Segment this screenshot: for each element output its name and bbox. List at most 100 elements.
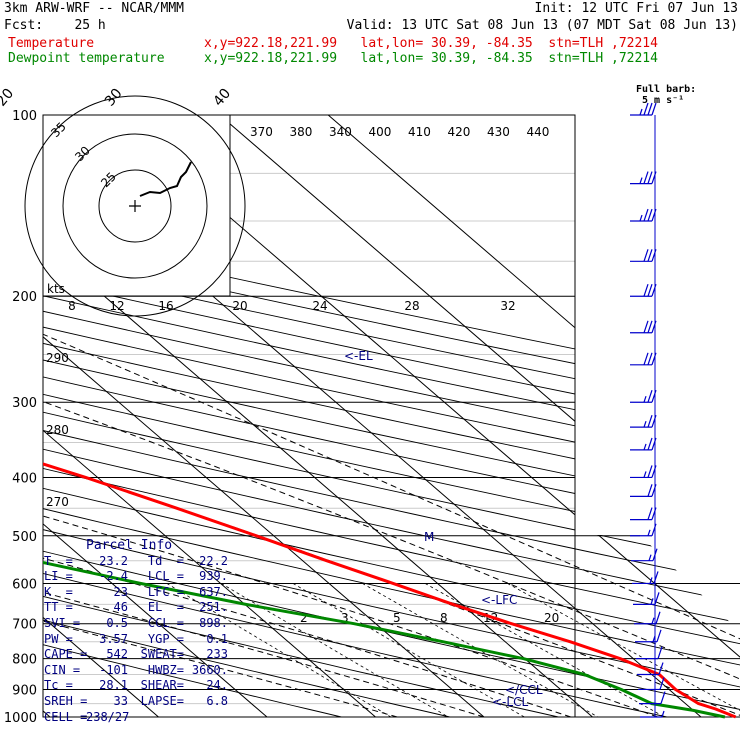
parcel-info-cell: CCL =: [147, 615, 184, 630]
wind-barb-icon: [630, 284, 657, 297]
parcel-info-cell: 898.: [199, 615, 228, 630]
parcel-info-cell: 46: [113, 600, 128, 615]
dry-adiabat-line: [43, 114, 740, 718]
el-annotation: <-EL: [344, 349, 373, 363]
dewpoint-legend-info: x,y=922.18,221.99 lat,lon= 30.39, -84.35…: [204, 51, 658, 66]
pressure-tick-label: 600: [12, 577, 37, 592]
lfc-annotation: <-LFC: [481, 593, 517, 607]
dry-adiabat-line: [43, 114, 740, 718]
pressure-tick-label: 400: [12, 471, 37, 486]
parcel-info-row: SVI = 0.5 CCL = 898.: [44, 616, 234, 632]
dry-adiabat-line: [43, 114, 450, 718]
parcel-info-panel: Parcel Info T = 23.2 Td = 22.2 LI = -2.4 LCL =…: [44, 538, 234, 725]
hodograph-speed-label: 32: [500, 299, 515, 313]
wind-barb-icon: [636, 646, 663, 660]
parcel-info-cell: 0.1: [206, 631, 228, 646]
wind-barb-icon: [640, 710, 665, 718]
theta-label: 370: [250, 125, 273, 139]
mixing-ratio-line: [292, 583, 525, 718]
hodograph-speed-label: 28: [404, 299, 419, 313]
hodograph-trace: [139, 161, 192, 197]
parcel-info-cell: Tc =: [44, 678, 73, 693]
dry-adiabat-line: [43, 114, 740, 718]
parcel-info-cell: SHEAR=: [140, 678, 184, 693]
theta-label: 340: [329, 125, 352, 139]
parcel-info-cell: SVI =: [44, 615, 81, 630]
parcel-info-cell: SWEAT=: [140, 647, 184, 662]
hodograph-speed-label: 16: [158, 299, 173, 313]
parcel-info-cell: CIN =: [44, 662, 81, 677]
mixing-ratio-label: 5: [393, 611, 401, 625]
isotherm-line: [327, 114, 740, 718]
parcel-info-cell: 22.2: [199, 553, 228, 568]
parcel-info-cell: 3660.: [191, 662, 228, 677]
hodograph-speed-label: 20: [232, 299, 247, 313]
temperature-legend-label: Temperature: [8, 36, 95, 51]
forecast-hour: Fcst: 25 h: [4, 18, 106, 33]
parcel-info-title: Parcel Info: [86, 538, 173, 553]
temperature-tick-label: 40: [210, 86, 234, 110]
lcl-annotation: <-LCL: [492, 695, 528, 709]
pressure-tick-label: 1000: [4, 711, 37, 726]
parcel-info-cell: 23: [113, 584, 128, 599]
plot-frame: [42, 114, 576, 718]
parcel-info-cell: 251.: [199, 600, 228, 615]
dry-adiabat-line: [43, 114, 740, 718]
wind-barb-icon: [630, 320, 657, 334]
wind-barb-icon: [630, 102, 657, 116]
parcel-info-cell: YGP =: [147, 631, 184, 646]
parcel-info-row: CELL = 238/27: [44, 710, 234, 726]
parcel-info-cell: CELL =: [44, 709, 88, 724]
parcel-info-cell: 542: [106, 647, 128, 662]
moist-adiabat-line: [43, 295, 485, 718]
temperature-tick-label: 20: [0, 86, 17, 110]
moist-adiabat-line: [43, 295, 571, 718]
hodograph-center-icon: [129, 200, 141, 212]
parcel-info-cell: 28.1: [99, 678, 128, 693]
wind-barb-icon: [630, 390, 657, 403]
hodograph-ring: [62, 133, 208, 279]
wind-barb-icon: [630, 208, 657, 222]
dewpoint-legend-label: Dewpoint temperature: [8, 51, 165, 66]
parcel-info-row: CAPE = 542 SWEAT= 233: [44, 647, 234, 663]
pressure-tick-label: 700: [12, 618, 37, 633]
hodograph-speed-label: 24: [312, 299, 327, 313]
theta-label: 410: [408, 125, 431, 139]
isotherm-line: [219, 114, 740, 718]
parcel-info-cell: Td =: [147, 553, 184, 568]
hodograph-axis-label: kts: [47, 282, 65, 296]
theta-label: 400: [369, 125, 392, 139]
hodograph-ring: [98, 169, 172, 243]
temperature-legend-info: x,y=922.18,221.99 lat,lon= 30.39, -84.35…: [204, 36, 658, 51]
parcel-info-row: CIN = -101 HWBZ= 3660.: [44, 663, 234, 679]
pressure-tick-label: 200: [12, 290, 37, 305]
parcel-info-cell: SREH =: [44, 693, 88, 708]
wind-barb-icon: [635, 629, 662, 643]
parcel-info-cell: CAPE =: [44, 647, 88, 662]
wind-barb-icon: [630, 171, 657, 185]
dry-adiabat-line: [43, 114, 740, 718]
parcel-info-row: PW = 3.57 YGP = 0.1: [44, 632, 234, 648]
parcel-info-row: SREH = 33 LAPSE= 6.8: [44, 694, 234, 710]
theta-label: 420: [448, 125, 471, 139]
parcel-info-cell: 6.8: [206, 693, 228, 708]
wind-barb-icon: [630, 352, 657, 366]
dry-adiabat-line: [43, 114, 740, 718]
full-barb-legend: Full barb: 5 m s⁻¹: [636, 84, 696, 106]
wind-barb-icon: [630, 507, 657, 521]
parcel-info-row: T = 23.2 Td = 22.2: [44, 554, 234, 570]
wind-barb-icon: [634, 611, 661, 625]
parcel-info-cell: -101: [99, 662, 128, 677]
pressure-tick-label: 100: [12, 109, 37, 124]
parcel-info-cell: LAPSE=: [140, 693, 184, 708]
dry-adiabat-line: [43, 114, 342, 718]
parcel-info-cell: LFC =: [147, 584, 184, 599]
mixing-ratio-line: [220, 583, 449, 718]
mixing-ratio-label: 8: [440, 611, 448, 625]
parcel-info-cell: 238/27: [86, 709, 130, 724]
parcel-info-cell: [128, 710, 184, 726]
parcel-info-row: TT = 46 EL = 251.: [44, 600, 234, 616]
pressure-tick-label: 900: [12, 683, 37, 698]
dry-adiabat-line: [43, 114, 559, 718]
